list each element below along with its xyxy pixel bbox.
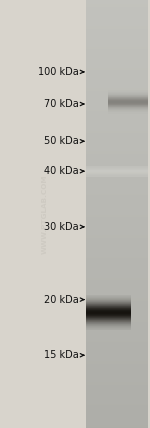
Text: 100 kDa: 100 kDa: [38, 67, 79, 77]
Text: WWW.PTGLAB.COM: WWW.PTGLAB.COM: [42, 174, 48, 254]
Text: 70 kDa: 70 kDa: [44, 99, 79, 109]
Text: 50 kDa: 50 kDa: [44, 136, 79, 146]
Text: 20 kDa: 20 kDa: [44, 294, 79, 305]
Text: 40 kDa: 40 kDa: [44, 166, 79, 176]
Text: 15 kDa: 15 kDa: [44, 350, 79, 360]
Text: 30 kDa: 30 kDa: [44, 222, 79, 232]
